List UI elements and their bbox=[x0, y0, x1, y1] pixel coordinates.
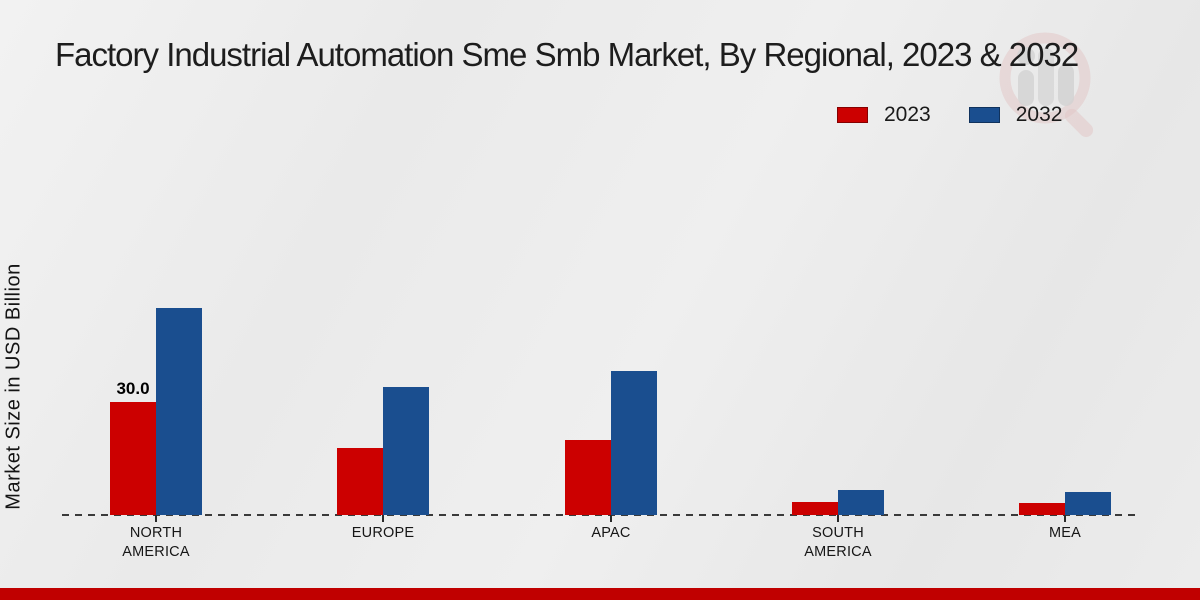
axis-tick bbox=[155, 515, 157, 522]
x-axis-baseline bbox=[62, 514, 1140, 516]
bar-value-label-2023-north-america: 30.0 bbox=[116, 379, 150, 398]
category-label-south-america: SOUTH AMERICA bbox=[804, 525, 872, 560]
footer-accent-bar bbox=[0, 588, 1200, 600]
chart-title: Factory Industrial Automation Sme Smb Ma… bbox=[55, 36, 1079, 73]
category-label-north-america: NORTH AMERICA bbox=[122, 525, 190, 560]
axis-tick bbox=[382, 515, 384, 522]
legend-item-2023: 2023 bbox=[837, 103, 931, 127]
bar-2023-europe bbox=[337, 448, 383, 515]
category-label-europe: EUROPE bbox=[351, 525, 415, 541]
legend-label-2032: 2032 bbox=[1015, 103, 1063, 126]
bar-2023-mea bbox=[1019, 503, 1065, 515]
legend-swatch-2032 bbox=[968, 107, 1000, 123]
bar-2032-south-america bbox=[838, 490, 884, 515]
bar-2023-north-america bbox=[110, 402, 156, 515]
bar-2032-north-america bbox=[156, 308, 202, 515]
axis-tick bbox=[610, 515, 612, 522]
legend: 2023 2032 bbox=[837, 103, 1062, 127]
category-label-apac: APAC bbox=[591, 525, 631, 541]
bar-2032-mea bbox=[1065, 492, 1111, 515]
bar-2023-apac bbox=[565, 440, 611, 515]
axis-tick bbox=[837, 515, 839, 522]
bar-2023-south-america bbox=[792, 502, 838, 515]
bar-2032-europe bbox=[383, 387, 429, 515]
axis-tick bbox=[1064, 515, 1066, 522]
magnifier-bar-chart-watermark-icon bbox=[999, 32, 1094, 138]
legend-label-2023: 2023 bbox=[884, 103, 931, 126]
category-label-mea: MEA bbox=[1048, 525, 1082, 541]
bar-2032-apac bbox=[611, 371, 657, 515]
legend-swatch-2023 bbox=[837, 107, 868, 123]
legend-item-2032: 2032 bbox=[968, 103, 1063, 127]
